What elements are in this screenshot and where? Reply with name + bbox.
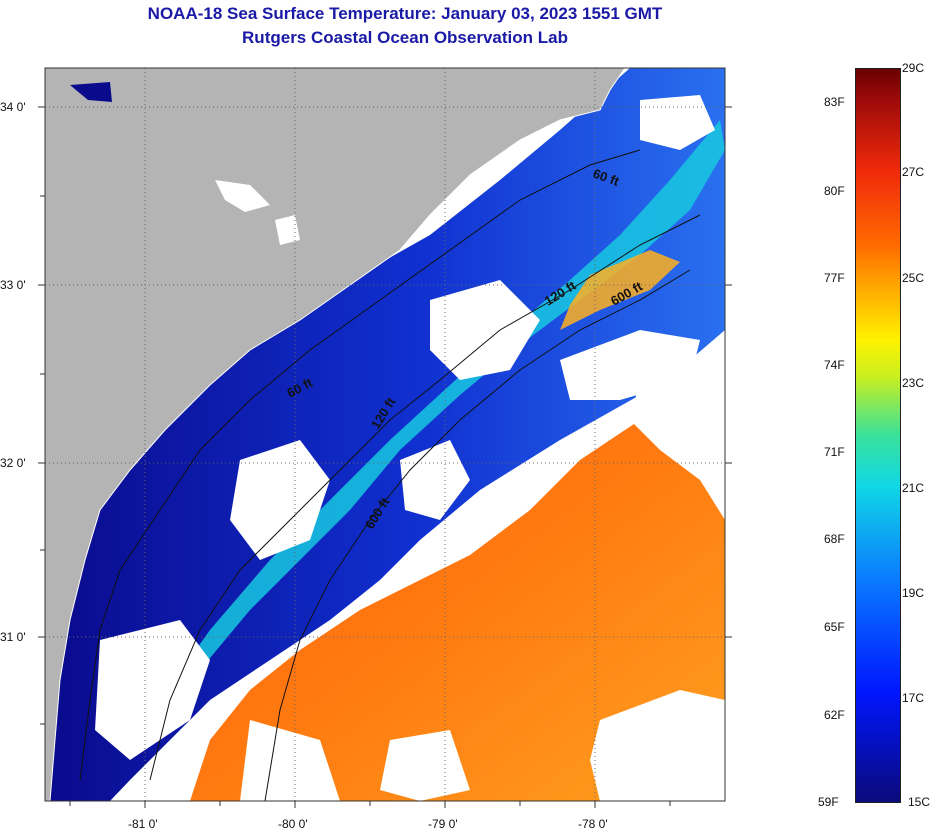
coastline — [49, 68, 626, 801]
land-mass — [45, 68, 625, 801]
lon-label-78: -78 0' — [578, 817, 608, 831]
colorbar-label-17c: 17C — [902, 691, 925, 705]
colorbar-label-21c: 21C — [902, 481, 925, 495]
axis-ticks — [38, 106, 732, 808]
lat-label-34: 34 0' — [0, 100, 26, 114]
lat-label-31: 31 0' — [0, 630, 26, 644]
cloud-patch — [275, 215, 300, 245]
map-title: NOAA-18 Sea Surface Temperature: January… — [147, 4, 663, 23]
colorbar-label-25c: 25C — [902, 271, 925, 285]
colorbar-label-23c: 23C — [902, 376, 925, 390]
colorbar-label-71f: 71F — [824, 445, 845, 459]
cloud-patch — [230, 440, 330, 560]
frontal-band — [130, 120, 725, 760]
lon-label-81: -81 0' — [128, 817, 158, 831]
colorbar-label-65f: 65F — [824, 620, 845, 634]
lon-label-80: -80 0' — [278, 817, 308, 831]
graticule — [45, 68, 725, 801]
cloud-patch — [590, 690, 725, 801]
map-subtitle: Rutgers Coastal Ocean Observation Lab — [242, 28, 568, 47]
colorbar-label-59f: 59F — [818, 795, 839, 809]
gulf-stream-water — [190, 400, 725, 801]
colorbar-label-29c: 29C — [902, 61, 925, 75]
cloud-patch — [95, 620, 210, 760]
cloud-patch — [215, 180, 270, 212]
depth-contours — [79, 149, 701, 801]
warm-filament — [560, 250, 680, 330]
cloud-patch — [640, 95, 715, 150]
colorbar-label-68f: 68F — [824, 532, 845, 546]
colorbar-label-19c: 19C — [902, 586, 925, 600]
colorbar-label-83f: 83F — [824, 95, 845, 109]
cloud-patch — [240, 720, 340, 801]
colorbar-label-27c: 27C — [902, 165, 925, 179]
colorbar-label-62f: 62F — [824, 708, 845, 722]
cold-patch — [70, 82, 112, 102]
cloud-patch — [400, 440, 470, 520]
colorbar-label-77f: 77F — [824, 271, 845, 285]
cloud-patch — [430, 280, 540, 380]
lon-label-79: -79 0' — [428, 817, 458, 831]
cloud-patch — [380, 730, 470, 801]
temperature-colorbar — [855, 68, 901, 803]
cloud-patch — [630, 360, 725, 520]
lat-label-32: 32 0' — [0, 456, 26, 470]
colorbar-label-80f: 80F — [824, 184, 845, 198]
lat-label-33: 33 0' — [0, 278, 26, 292]
cold-shelf-water — [45, 68, 725, 801]
map-frame — [44, 67, 726, 802]
colorbar-label-74f: 74F — [824, 358, 845, 372]
colorbar-label-15c: 15C — [908, 795, 931, 809]
